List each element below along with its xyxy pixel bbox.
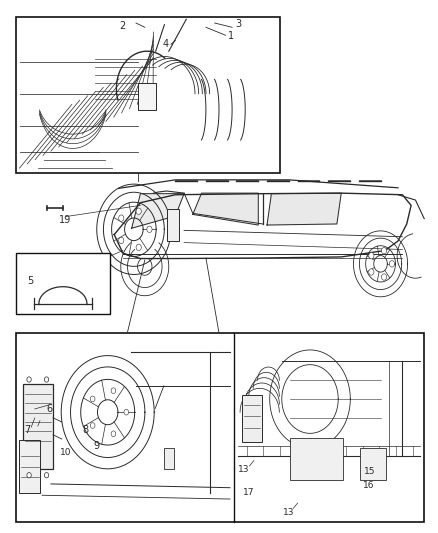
Text: 5: 5 bbox=[27, 276, 34, 286]
Bar bbox=[290, 438, 343, 480]
Text: 3: 3 bbox=[236, 19, 242, 29]
Circle shape bbox=[369, 253, 374, 259]
Text: 2: 2 bbox=[119, 21, 125, 31]
Circle shape bbox=[369, 269, 374, 275]
Text: 9: 9 bbox=[94, 441, 100, 451]
Text: 15: 15 bbox=[364, 467, 375, 475]
Text: 6: 6 bbox=[46, 404, 53, 414]
Circle shape bbox=[90, 423, 95, 429]
Text: 19: 19 bbox=[59, 215, 71, 225]
Text: 10: 10 bbox=[60, 448, 71, 457]
Bar bbox=[16, 17, 280, 173]
Circle shape bbox=[44, 473, 49, 478]
Text: 4: 4 bbox=[162, 39, 169, 49]
Circle shape bbox=[381, 274, 387, 280]
Text: 7: 7 bbox=[25, 425, 31, 435]
Bar bbox=[166, 209, 179, 241]
Circle shape bbox=[381, 247, 387, 254]
Circle shape bbox=[119, 237, 124, 244]
Circle shape bbox=[90, 396, 95, 402]
Circle shape bbox=[136, 244, 141, 251]
Text: 16: 16 bbox=[363, 481, 374, 490]
Circle shape bbox=[119, 215, 124, 221]
Bar bbox=[360, 448, 386, 480]
Circle shape bbox=[111, 431, 116, 437]
Bar bbox=[164, 448, 174, 469]
Text: 17: 17 bbox=[243, 488, 254, 497]
Circle shape bbox=[147, 226, 152, 232]
Circle shape bbox=[27, 377, 31, 382]
Text: 13: 13 bbox=[238, 465, 249, 474]
Text: 13: 13 bbox=[283, 507, 295, 516]
Bar bbox=[138, 83, 155, 110]
Polygon shape bbox=[132, 193, 184, 228]
Polygon shape bbox=[193, 193, 258, 225]
Circle shape bbox=[27, 473, 31, 478]
Bar bbox=[16, 333, 424, 522]
Bar bbox=[22, 384, 53, 469]
Bar bbox=[242, 394, 262, 442]
Circle shape bbox=[389, 261, 395, 267]
Bar bbox=[16, 253, 110, 314]
Circle shape bbox=[44, 377, 49, 382]
Circle shape bbox=[111, 388, 116, 393]
Text: 8: 8 bbox=[83, 425, 89, 435]
Text: 1: 1 bbox=[228, 31, 234, 42]
Circle shape bbox=[136, 208, 141, 214]
Polygon shape bbox=[267, 193, 341, 225]
Circle shape bbox=[124, 409, 129, 415]
Bar bbox=[19, 440, 40, 494]
